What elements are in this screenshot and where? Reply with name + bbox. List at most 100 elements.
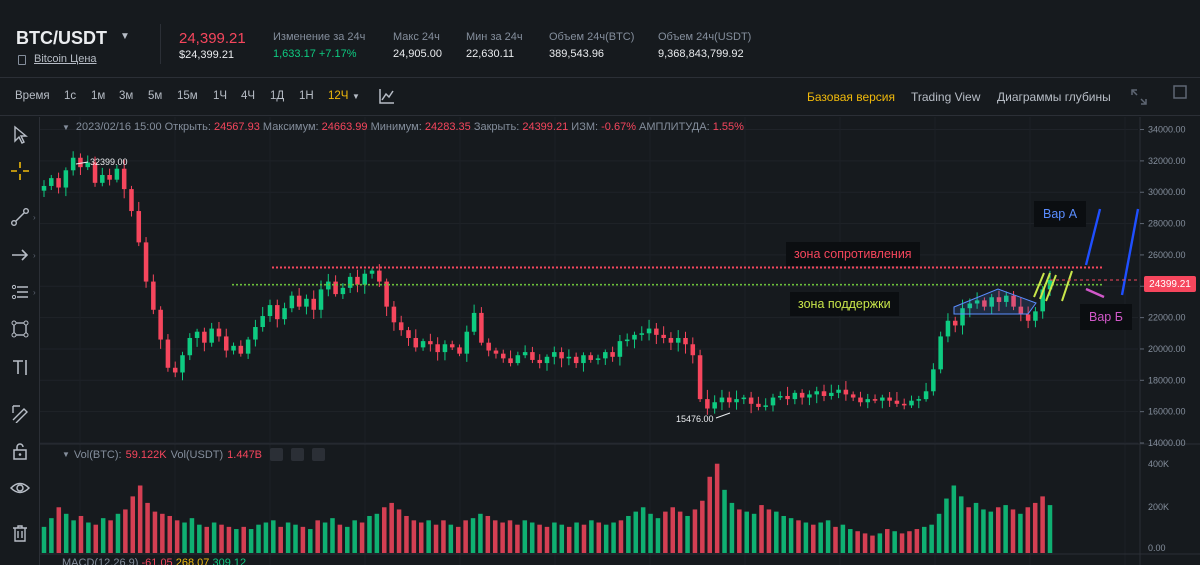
tf-1m[interactable]: 1м [91, 90, 106, 102]
candle [880, 397, 885, 401]
volume-bar [278, 526, 283, 553]
volume-bar [700, 500, 705, 553]
volume-bar [729, 502, 735, 553]
pattern-tool[interactable] [8, 317, 32, 341]
volume-bar [71, 520, 76, 553]
indicators-icon[interactable] [379, 88, 395, 104]
view-depth[interactable]: Диаграммы глубины [997, 90, 1111, 104]
expand-icon[interactable] [1168, 80, 1192, 104]
tf-1w[interactable]: 1Н [299, 90, 314, 102]
candle [814, 391, 819, 395]
volume-bar [293, 524, 298, 553]
candle [63, 170, 69, 188]
candle [420, 341, 426, 348]
chevron-right-icon[interactable]: › [33, 213, 36, 222]
symbol-info-link[interactable]: Bitcoin Цена [34, 53, 97, 65]
candle [588, 355, 593, 360]
projection-line [1039, 272, 1051, 300]
volume-bar [492, 520, 498, 553]
price-chart[interactable]: 34000.00 32000.00 30000.00 28000.00 26000.00… [40, 117, 1200, 565]
collapse-icon[interactable]: ▼ [62, 123, 70, 132]
timeframe-dropdown-icon[interactable]: ▼ [352, 92, 360, 101]
volume-bar [559, 524, 565, 553]
measure-tool[interactable] [8, 401, 32, 425]
variant-a-line [1084, 208, 1102, 266]
trendline-tool[interactable] [8, 205, 32, 229]
candle [107, 174, 112, 180]
volume-bar [966, 507, 971, 553]
close-icon[interactable] [312, 448, 326, 461]
tf-1d[interactable]: 1Д [270, 90, 285, 102]
delete-tool[interactable] [8, 521, 32, 545]
text-tool[interactable] [8, 355, 32, 379]
resistance-note[interactable]: зона сопротивления [786, 242, 920, 266]
tf-time[interactable]: Время [15, 90, 50, 102]
candle [989, 297, 994, 307]
fullscreen-icon[interactable] [1131, 89, 1147, 105]
candle [136, 211, 142, 243]
chart-area[interactable]: 34000.00 32000.00 30000.00 28000.00 26000.00… [40, 117, 1200, 565]
candle [253, 327, 258, 340]
settings-icon[interactable] [270, 448, 284, 461]
tf-1h[interactable]: 1Ч [213, 90, 228, 102]
volume-bar [833, 526, 838, 553]
volume-bar [248, 529, 254, 553]
candle [435, 344, 440, 353]
fib-tool[interactable] [8, 280, 32, 304]
volume-bar [100, 518, 106, 553]
volume-bar [382, 507, 387, 553]
view-basic[interactable]: Базовая версия [807, 90, 895, 104]
volume-bar [892, 531, 897, 553]
measure-icon [12, 405, 28, 423]
visibility-tool[interactable] [8, 476, 32, 500]
candle [719, 397, 725, 403]
volume-bar [56, 507, 62, 553]
candle [223, 336, 229, 351]
volume-bar [241, 526, 246, 553]
support-note[interactable]: зона поддержки [790, 292, 899, 316]
crosshair-tool[interactable] [8, 159, 32, 183]
projection-line [1061, 270, 1073, 302]
volume-bar [788, 518, 794, 553]
legend-open-label: Открыть: [164, 121, 211, 133]
symbol-dropdown-icon[interactable]: ▼ [120, 31, 130, 42]
variant-b-note[interactable]: Вар Б [1080, 304, 1132, 330]
tf-1s[interactable]: 1с [64, 90, 77, 102]
lock-tool[interactable] [8, 439, 32, 463]
tf-15m[interactable]: 15м [177, 90, 198, 102]
candle [756, 403, 761, 407]
cursor-tool[interactable] [8, 123, 32, 147]
arrow-tool[interactable] [8, 243, 32, 267]
symbol-title[interactable]: BTC/USDT [16, 28, 107, 48]
y-tick-label: 34000.00 [1148, 125, 1186, 135]
volume-bar [870, 535, 875, 553]
candle [945, 320, 951, 337]
tf-5m[interactable]: 5м [148, 90, 163, 102]
view-tradingview[interactable]: Trading View [911, 90, 981, 104]
tf-12h[interactable]: 12Ч [328, 90, 349, 102]
volume-bar [226, 526, 232, 553]
volume-bar [877, 533, 883, 553]
candle [982, 300, 987, 307]
collapse-icon[interactable]: ▼ [62, 450, 70, 459]
legend-change-label: ИЗМ: [571, 121, 599, 133]
y-tick-label: 14000.00 [1148, 438, 1186, 448]
vol-btc-label: Vol(BTC): [73, 448, 122, 461]
stat-label: Макс 24ч [393, 31, 440, 43]
tf-4h[interactable]: 4Ч [241, 90, 256, 102]
volume-bar [537, 524, 542, 553]
legend-date: 2023/02/16 15:00 [75, 121, 162, 133]
variant-a-note[interactable]: Вар А [1034, 201, 1087, 227]
legend-low-label: Минимум: [370, 121, 422, 133]
visibility-icon[interactable] [291, 448, 305, 461]
volume-bar [189, 518, 195, 553]
candle [85, 162, 90, 168]
volume-bar [1025, 507, 1031, 553]
candle [778, 395, 783, 398]
ohlc-legend: ▼ 2023/02/16 15:00 Открыть: 24567.93 Макс… [62, 121, 744, 133]
chevron-right-icon[interactable]: › [33, 251, 36, 260]
candle [603, 352, 608, 359]
volume-bar [411, 520, 417, 553]
chevron-right-icon[interactable]: › [33, 288, 36, 297]
tf-3m[interactable]: 3м [119, 90, 134, 102]
